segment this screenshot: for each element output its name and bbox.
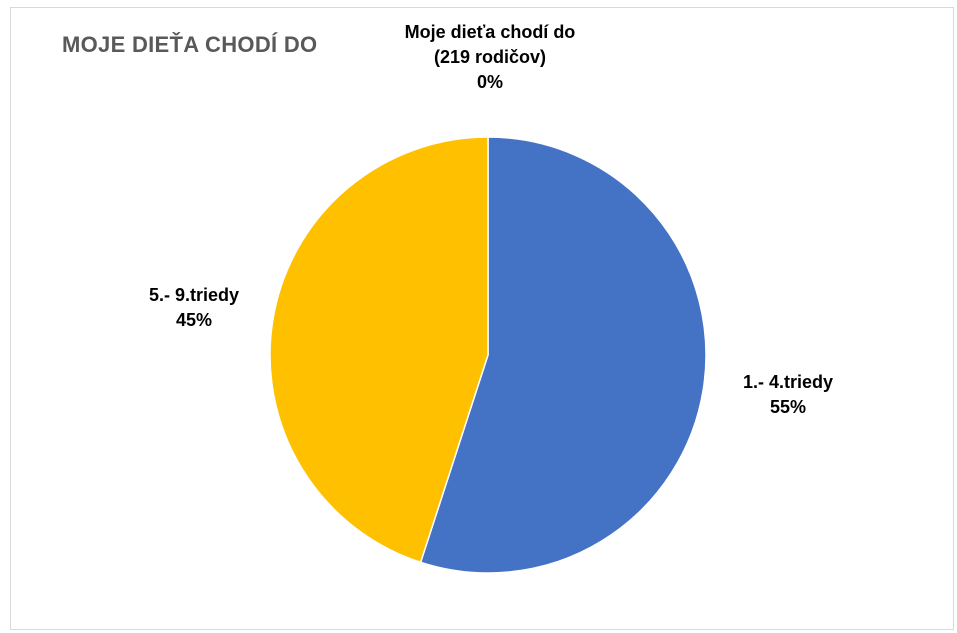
pie-slice-1 [269, 136, 489, 564]
chart-title: MOJE DIEŤA CHODÍ DO [62, 32, 318, 57]
pie-slice-0 [419, 136, 707, 574]
slice-label-text: 5.- 9.triedy [148, 285, 240, 305]
slice-label-percent: 55% [769, 397, 807, 417]
slice-label-percent: 0% [476, 72, 503, 92]
slice-label-text: Moje dieťa chodí do (219 rodičov) [404, 22, 576, 67]
slice-label-percent: 45% [175, 310, 213, 330]
slice-label-total: Moje dieťa chodí do (219 rodičov) 0% [395, 20, 585, 95]
slice-label-1-4-triedy: 1.- 4.triedy 55% [718, 370, 858, 420]
slice-label-text: 1.- 4.triedy [742, 372, 834, 392]
slice-label-5-9-triedy: 5.- 9.triedy 45% [119, 283, 269, 333]
